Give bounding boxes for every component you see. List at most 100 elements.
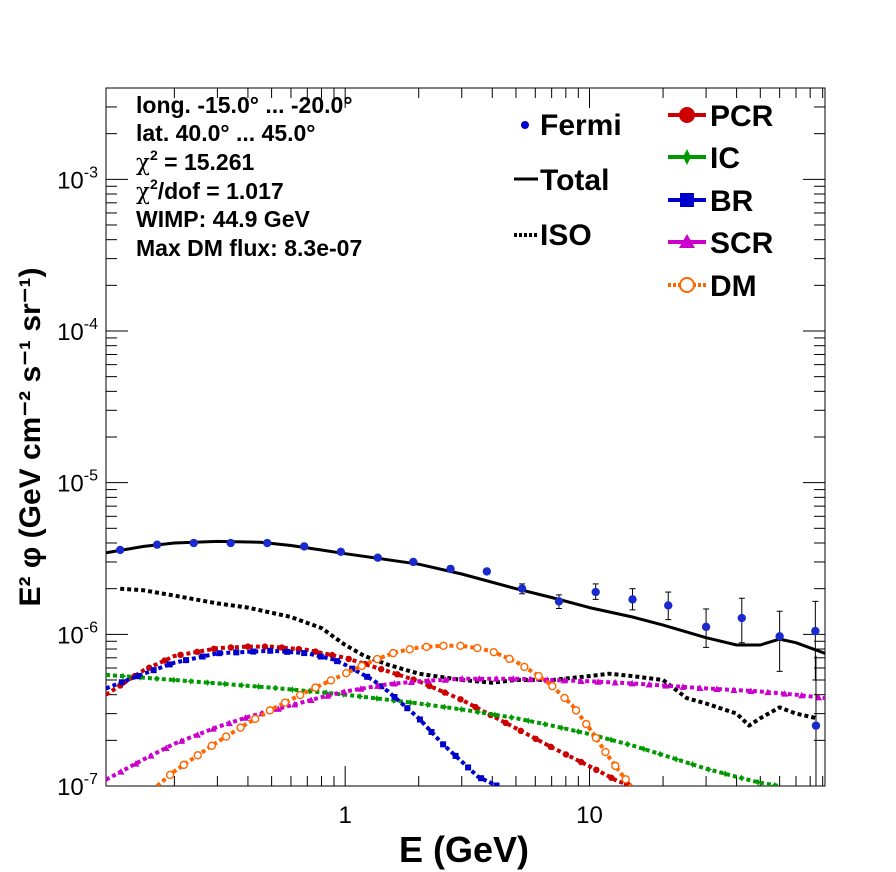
series-scr-marker xyxy=(645,681,653,688)
series-scr-marker xyxy=(374,682,382,689)
tick-labels: 1 10 10-7 10-6 10-5 10-4 10-3 xyxy=(57,164,603,829)
series-br-marker xyxy=(364,673,371,680)
chi2-dof-value: /dof = 1.017 xyxy=(158,178,284,204)
plot-frame xyxy=(105,87,826,787)
series-br-marker xyxy=(452,752,459,759)
legend-total-label: Total xyxy=(540,164,609,197)
x-tick-label: 1 xyxy=(338,802,351,829)
series-pcr-marker xyxy=(227,644,235,651)
series-ic-marker xyxy=(153,675,161,683)
series-ic-marker xyxy=(170,676,178,684)
series-scr-marker xyxy=(526,675,534,683)
legend-br-label: BR xyxy=(710,185,754,218)
fermi-point xyxy=(517,584,527,593)
series-ic-marker xyxy=(558,724,566,732)
series-dm-marker xyxy=(265,706,275,715)
series-dm-marker xyxy=(296,690,305,700)
series-dm-marker xyxy=(473,643,482,653)
series-pcr-marker xyxy=(593,766,600,774)
series-ic-marker xyxy=(541,720,549,728)
series-dm-marker xyxy=(456,641,465,651)
chi2-value: = 15.261 xyxy=(158,149,255,175)
series-dm-marker xyxy=(489,647,498,657)
series-dm-marker xyxy=(311,683,320,692)
legend-scr-label: SCR xyxy=(710,227,774,260)
series-ic-marker xyxy=(390,696,398,704)
series-scr-marker xyxy=(611,679,619,686)
series-scr-marker xyxy=(274,705,282,712)
x-tick-label: 10 xyxy=(576,802,603,829)
series-pcr-marker xyxy=(547,743,554,751)
series-ic-marker xyxy=(771,781,779,786)
series-br-marker xyxy=(284,648,291,655)
series-ic-marker xyxy=(457,705,465,713)
legend-dm-label: DM xyxy=(710,270,757,303)
fermi-point xyxy=(811,721,821,730)
fermi-point xyxy=(775,632,784,641)
series-scr-marker xyxy=(407,678,415,685)
series-dm-marker xyxy=(388,648,398,658)
y-tick-label: 10-3 xyxy=(57,164,98,194)
fermi-point xyxy=(373,553,382,562)
fit-info: long. -15.0° ... -20.0° lat. 40.0° ... 4… xyxy=(136,92,362,261)
fermi-point xyxy=(189,538,198,548)
series-ic-marker xyxy=(187,677,195,685)
series-ic-marker xyxy=(255,683,263,691)
series-pcr-marker xyxy=(502,719,509,727)
legend-pcr-marker xyxy=(679,107,695,123)
series-scr-marker xyxy=(662,682,670,689)
series-ic-marker xyxy=(491,711,499,719)
series-dm-marker xyxy=(422,642,431,652)
y-axis-title: E² φ (GeV cm⁻² s⁻¹ sr⁻¹) xyxy=(14,267,47,606)
fermi-point xyxy=(152,540,162,549)
series-dm-marker xyxy=(534,671,543,681)
max-dm-flux: Max DM flux: 8.3e-07 xyxy=(136,235,362,261)
series-dm-marker xyxy=(221,732,231,741)
series-br-marker xyxy=(378,683,385,690)
series-scr-marker xyxy=(241,714,249,721)
series-pcr-marker xyxy=(426,682,433,690)
fermi-point xyxy=(591,587,600,597)
series-pcr-marker xyxy=(278,644,286,651)
legend-right: PCR IC BR SCR DM xyxy=(668,100,774,303)
series-dm-marker xyxy=(165,770,175,780)
longitude-range: long. -15.0° ... -20.0° xyxy=(136,92,353,118)
legend-scr-marker xyxy=(679,234,695,248)
series-scr-marker xyxy=(492,675,500,682)
legend-fermi-label: Fermi xyxy=(540,109,622,142)
series-dm-marker xyxy=(591,733,601,743)
series-scr-marker xyxy=(178,737,186,744)
series-scr-marker xyxy=(577,677,585,685)
series-scr-marker xyxy=(193,731,201,738)
fermi-point xyxy=(482,567,492,576)
series-br-marker xyxy=(428,728,435,735)
series-scr-marker xyxy=(798,691,806,699)
series-scr-marker xyxy=(307,696,315,703)
series-scr-marker xyxy=(390,680,398,687)
series-pcr-marker xyxy=(261,643,269,650)
series-scr-marker xyxy=(730,686,738,693)
legend-ic-marker xyxy=(678,149,696,165)
series-scr-marker xyxy=(117,768,125,775)
legend-pcr-label: PCR xyxy=(710,100,774,133)
series-dm-marker xyxy=(342,668,351,678)
series-ic-marker xyxy=(688,760,696,768)
series-scr-marker xyxy=(132,760,140,767)
series-ic-marker xyxy=(288,686,296,694)
series-br-marker xyxy=(301,650,308,657)
series-scr-marker xyxy=(747,687,755,694)
series-ic-marker xyxy=(607,736,615,744)
series-br-marker xyxy=(118,679,125,686)
legend-br-marker xyxy=(680,193,694,207)
series-dm-marker xyxy=(280,698,290,707)
fermi-point xyxy=(336,547,346,557)
series-br-marker xyxy=(317,653,324,660)
series-dm-marker xyxy=(207,741,217,750)
series-pcr-marker xyxy=(194,648,201,656)
series-pcr-marker xyxy=(457,696,464,703)
series-pcr-marker xyxy=(517,727,524,735)
series-br-marker xyxy=(199,653,206,660)
series-pcr-marker xyxy=(244,643,252,650)
series-ic-marker xyxy=(271,684,279,692)
